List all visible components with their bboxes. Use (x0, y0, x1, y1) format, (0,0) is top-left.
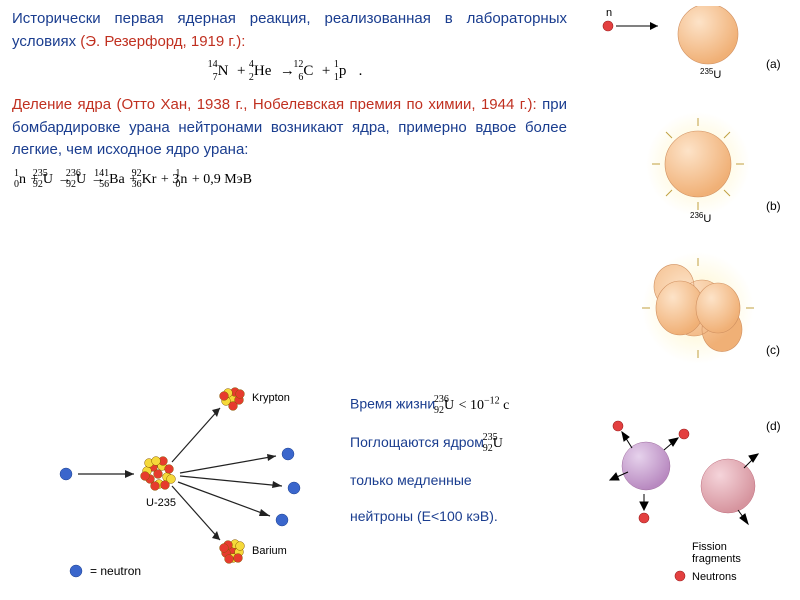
emitted-neutron (288, 482, 300, 494)
krypton-fragment (220, 388, 245, 411)
lifetime-block: Время жизни 23692U < 10−12 с Поглощаются… (350, 395, 570, 544)
c12: 126C (303, 63, 313, 80)
lifetime-l4: нейтроны (E<100 кэВ). (350, 508, 570, 524)
equation-fission: 10n + 23592U → 23692U → 14156Ba + 9236Kr… (12, 172, 567, 188)
svg-text:236U: 236U (690, 211, 711, 225)
svg-text:(b): (b) (766, 199, 781, 213)
panel-c: (c) (642, 252, 780, 364)
svg-text:(c): (c) (766, 343, 780, 357)
emitted-neutron (282, 448, 294, 460)
lifetime-l1: Время жизни (350, 396, 435, 412)
fission-term: Деление ядра (12, 96, 117, 113)
fission-stages-panels: n 235U (a) 236U (b) (c) (580, 6, 790, 594)
barium-fragment (220, 540, 245, 564)
legend-text: = neutron (90, 564, 141, 578)
svg-text:235U: 235U (700, 67, 721, 81)
svg-text:Fission: Fission (692, 541, 727, 553)
lifetime-l2: Поглощаются ядром (350, 434, 484, 450)
p1: 11p (339, 63, 347, 80)
fission-author: (Отто Хан, 1938 г., Нобелевская премия п… (117, 96, 543, 113)
emitted-neutron (276, 514, 288, 526)
incoming-neutron (60, 468, 72, 480)
svg-text:n: n (606, 7, 612, 19)
intro-author: (Э. Резерфорд, 1919 г.): (80, 33, 245, 50)
intro-paragraph: Исторически первая ядерная реакция, реал… (12, 8, 567, 53)
panel-d: (d) Fission fragments Neutrons (610, 419, 781, 583)
svg-text:Neutrons: Neutrons (692, 571, 737, 583)
energy: + 0,9 МэВ (192, 172, 252, 187)
fission-schematic: U-235 Krypton Barium = neutron (20, 368, 330, 580)
krypton-label: Krypton (252, 392, 290, 404)
barium-label: Barium (252, 545, 287, 557)
u235-label: U-235 (146, 497, 176, 509)
equation-rutherford: 147N + 42He → 126C + 11p . (12, 63, 567, 80)
panel-b: 236U (b) (646, 112, 781, 225)
fission-paragraph: Деление ядра (Отто Хан, 1938 г., Нобелев… (12, 94, 567, 162)
svg-text:fragments: fragments (692, 553, 741, 565)
svg-text:(d): (d) (766, 419, 781, 433)
n14: 147N (218, 63, 229, 80)
he4: 42He (254, 63, 272, 80)
lifetime-l3: только медленные (350, 472, 570, 488)
panel-a: n 235U (a) (603, 6, 781, 81)
svg-text:(a): (a) (766, 57, 781, 71)
u235-nucleus (141, 457, 176, 491)
legend-dot (70, 565, 82, 577)
